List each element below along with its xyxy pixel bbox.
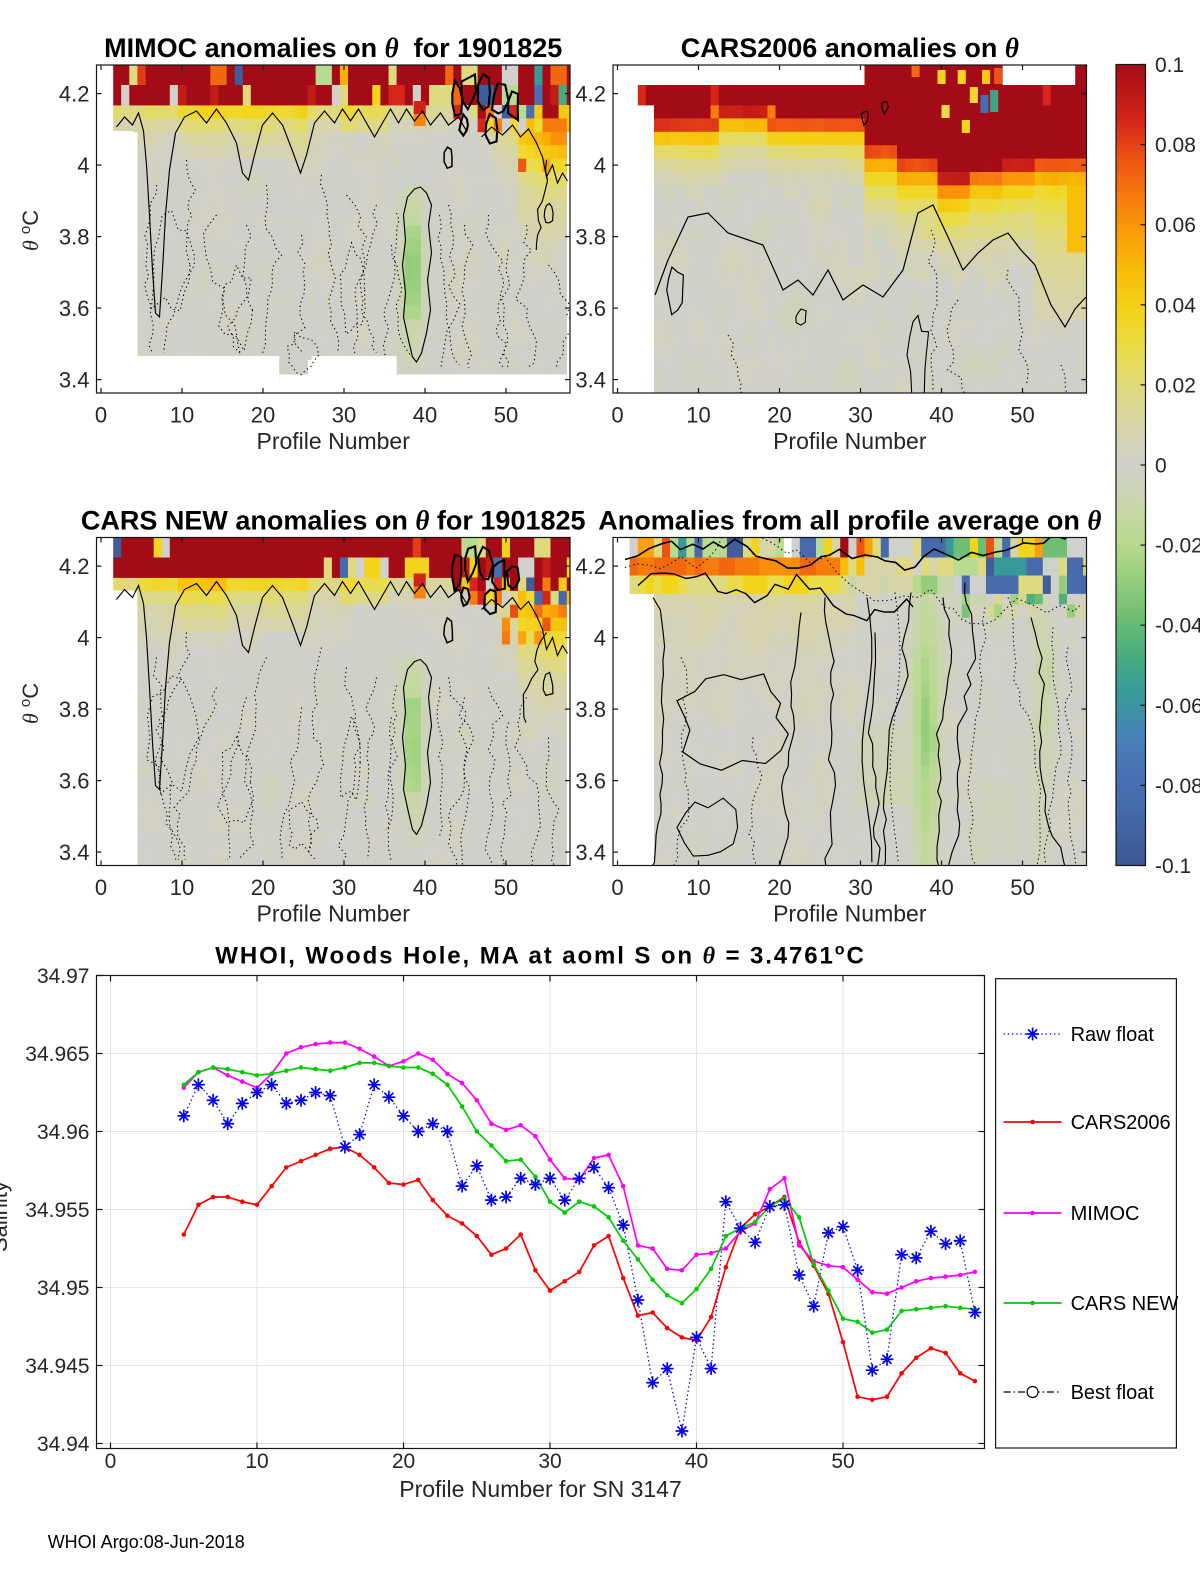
svg-text:4.2: 4.2 [575, 554, 606, 579]
svg-text:10: 10 [245, 1450, 268, 1473]
svg-text:0.1: 0.1 [1155, 54, 1184, 77]
svg-text:50: 50 [1010, 403, 1034, 428]
svg-text:0: 0 [95, 403, 107, 428]
svg-text:4: 4 [594, 626, 606, 651]
svg-text:3.4: 3.4 [575, 840, 606, 865]
svg-text:0.04: 0.04 [1155, 294, 1196, 317]
svg-text:Salinity: Salinity [0, 1181, 12, 1252]
svg-text:30: 30 [848, 875, 872, 900]
svg-text:4.2: 4.2 [575, 82, 606, 107]
svg-text:-0.1: -0.1 [1155, 855, 1191, 878]
svg-text:Raw float: Raw float [1071, 1024, 1155, 1046]
svg-text:10: 10 [686, 875, 710, 900]
svg-text:34.965: 34.965 [25, 1043, 89, 1066]
svg-text:MIMOC anomalies on θ for 1901: MIMOC anomalies on θ for 1901825 [104, 33, 562, 63]
svg-text:CARS2006: CARS2006 [1071, 1112, 1171, 1134]
svg-text:10: 10 [170, 403, 194, 428]
svg-text:WHOI Argo:08-Jun-2018: WHOI Argo:08-Jun-2018 [48, 1532, 245, 1552]
svg-text:50: 50 [831, 1450, 854, 1473]
svg-text:40: 40 [929, 875, 953, 900]
svg-text:20: 20 [251, 875, 275, 900]
svg-text:0.02: 0.02 [1155, 374, 1196, 397]
svg-text:30: 30 [538, 1450, 561, 1473]
svg-text:3.8: 3.8 [59, 697, 90, 722]
svg-text:20: 20 [767, 403, 791, 428]
svg-text:40: 40 [413, 875, 437, 900]
svg-text:30: 30 [332, 875, 356, 900]
svg-text:34.945: 34.945 [25, 1355, 89, 1378]
svg-text:4: 4 [77, 153, 89, 178]
svg-text:50: 50 [1010, 875, 1034, 900]
svg-text:Profile Number: Profile Number [257, 428, 411, 454]
svg-text:Anomalies from all profile ave: Anomalies from all profile average on θ [598, 506, 1101, 536]
svg-text:3.4: 3.4 [59, 840, 90, 865]
svg-text:50: 50 [494, 403, 518, 428]
svg-text:Profile Number: Profile Number [773, 428, 927, 454]
svg-text:50: 50 [494, 875, 518, 900]
svg-text:θ oC: θ oC [17, 210, 43, 251]
svg-text:34.96: 34.96 [37, 1121, 90, 1144]
svg-text:-0.04: -0.04 [1155, 615, 1200, 638]
svg-text:MIMOC: MIMOC [1071, 1203, 1140, 1225]
svg-text:Best float: Best float [1071, 1382, 1155, 1404]
svg-text:Profile Number: Profile Number [773, 901, 927, 927]
svg-text:34.97: 34.97 [37, 965, 90, 988]
svg-text:40: 40 [685, 1450, 708, 1473]
svg-text:3.4: 3.4 [59, 368, 90, 393]
svg-text:40: 40 [413, 403, 437, 428]
svg-text:20: 20 [251, 403, 275, 428]
svg-text:40: 40 [929, 403, 953, 428]
svg-text:4.2: 4.2 [59, 554, 90, 579]
svg-text:4.2: 4.2 [59, 82, 90, 107]
svg-text:10: 10 [686, 403, 710, 428]
svg-text:4: 4 [594, 153, 606, 178]
svg-text:3.8: 3.8 [59, 225, 90, 250]
svg-text:34.94: 34.94 [37, 1433, 90, 1456]
svg-text:34.95: 34.95 [37, 1277, 90, 1300]
svg-text:0: 0 [611, 403, 623, 428]
svg-text:CARS2006 anomalies on θ: CARS2006 anomalies on θ [681, 33, 1019, 63]
svg-text:0.08: 0.08 [1155, 134, 1196, 157]
svg-text:0: 0 [1155, 455, 1167, 478]
svg-text:20: 20 [767, 875, 791, 900]
svg-text:4: 4 [77, 626, 89, 651]
svg-text:0: 0 [611, 875, 623, 900]
svg-text:3.6: 3.6 [575, 296, 606, 321]
svg-text:-0.06: -0.06 [1155, 695, 1200, 718]
svg-text:0: 0 [95, 875, 107, 900]
svg-text:3.6: 3.6 [59, 769, 90, 794]
svg-text:Profile Number: Profile Number [257, 901, 411, 927]
svg-text:Profile Number for SN 3147: Profile Number for SN 3147 [399, 1476, 682, 1502]
svg-text:3.8: 3.8 [575, 697, 606, 722]
svg-text:θ oC: θ oC [17, 683, 43, 724]
svg-text:-0.02: -0.02 [1155, 535, 1200, 558]
svg-text:3.8: 3.8 [575, 225, 606, 250]
svg-text:3.6: 3.6 [59, 296, 90, 321]
svg-text:20: 20 [392, 1450, 415, 1473]
svg-text:3.4: 3.4 [575, 368, 606, 393]
svg-text:WHOI, Woods Hole, MA at aoml S: WHOI, Woods Hole, MA at aoml S on θ = 3.… [215, 942, 865, 970]
svg-text:30: 30 [848, 403, 872, 428]
svg-text:34.955: 34.955 [25, 1199, 89, 1222]
svg-text:3.6: 3.6 [575, 769, 606, 794]
svg-text:30: 30 [332, 403, 356, 428]
svg-text:-0.08: -0.08 [1155, 775, 1200, 798]
svg-text:CARS NEW anomalies on θ for 19: CARS NEW anomalies on θ for 1901825 [81, 506, 586, 536]
svg-text:10: 10 [170, 875, 194, 900]
svg-text:0.06: 0.06 [1155, 214, 1196, 237]
svg-text:CARS NEW: CARS NEW [1071, 1293, 1179, 1315]
svg-text:0: 0 [105, 1450, 117, 1473]
